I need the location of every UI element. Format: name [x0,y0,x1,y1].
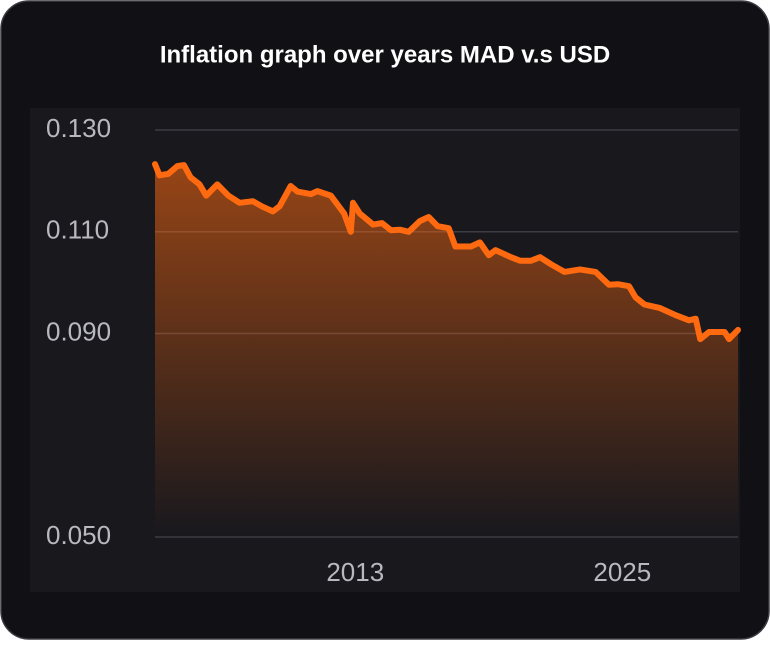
x-tick-label: 2025 [593,557,651,587]
chart-title: Inflation graph over years MAD v.s USD [160,41,610,68]
y-tick-label: 0.130 [46,113,111,143]
x-tick-label: 2013 [326,557,384,587]
line-area [155,164,738,537]
line [152,161,741,343]
y-tick-label: 0.090 [46,316,111,346]
y-tick-label: 0.050 [46,520,111,550]
y-tick-label: 0.110 [46,215,109,245]
